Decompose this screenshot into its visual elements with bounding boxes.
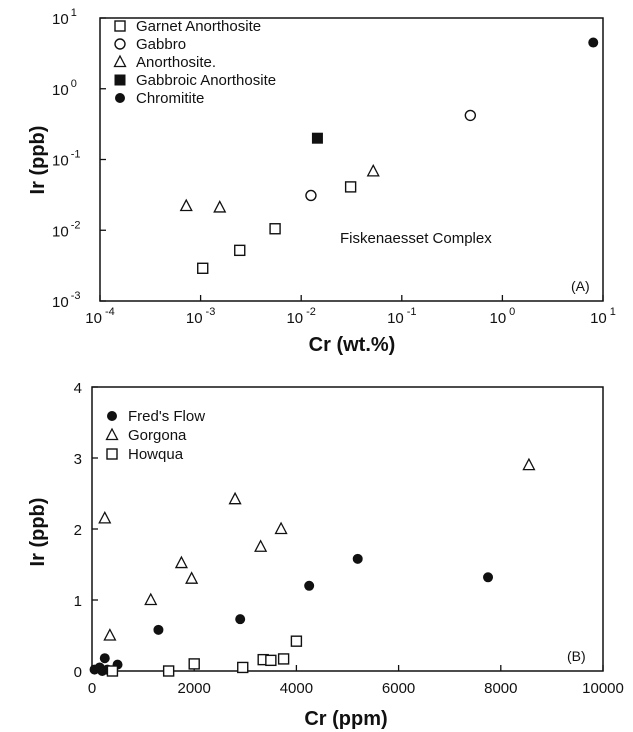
legend-label-garnet-anorthosite: Garnet Anorthosite [136,18,261,35]
point-fred-s-flow [483,572,494,583]
point-anorthosite [213,200,227,213]
point-garnet-anorthosite [234,244,246,257]
panel-a-x-tick-label: 10 1 [590,306,616,327]
point-fred-s-flow [153,624,164,635]
legend-marker-howqua [106,448,118,460]
panel-b-x-axis-title: Cr (ppm) [304,708,387,730]
legend-marker-garnet-anorthosite [114,20,126,32]
panel-a-x-tick-label: 10 -2 [286,306,315,327]
point-anorthosite [179,198,193,212]
panel-a-x-tick-label: 10 -4 [85,306,114,327]
panel-b-x-tick-label: 8000 [484,680,517,697]
legend-marker-anorthosite [113,54,127,68]
panel-a-y-tick-label: 10 1 [52,7,77,28]
point-garnet-anorthosite [197,262,209,274]
panel-b-x-tick-label: 2000 [178,680,211,697]
point-howqua [162,665,175,677]
legend-label-chromitite: Chromitite [136,90,204,107]
point-gorgona [98,510,112,524]
point-howqua [290,635,303,647]
panel-a-iridium-vs-chromium-log: 10 -4 10 -3 10 -2 10 -1 10 0 10 110 -310 -210 -110 010 1… [27,7,616,356]
legend-marker-chromitite [115,93,125,103]
panel-a-ticks: 10 -4 10 -3 10 -2 10 -1 10 0 10 110 -310 -210 -110 010 1 [52,7,616,327]
point-garnet-anorthosite [269,223,281,235]
panel-b-legend: Fred's Flow Gorgona Howqua [105,408,205,463]
point-fred-s-flow [352,553,363,564]
panel-a-y-axis-title: Ir (ppb) [27,126,49,195]
panel-a-y-tick-label: 10 0 [52,78,77,99]
point-gorgona [103,628,117,641]
point-howqua [188,658,200,670]
point-howqua [277,653,290,665]
legend-label-gabbroic-anorthosite: Gabbroic Anorthosite [136,72,276,89]
point-fred-s-flow [304,580,315,591]
panel-b-x-tick-label: 4000 [280,680,313,697]
point-gabbroic-anorthosite [311,132,323,144]
legend-label-gorgona: Gorgona [128,427,187,444]
panel-a-annotation: Fiskenaesset Complex [340,230,492,247]
point-howqua [237,661,249,674]
panel-b-x-tick-label: 6000 [382,680,415,697]
point-chromitite [588,37,599,48]
panel-a-y-tick-label: 10 -1 [52,149,80,170]
point-howqua [106,665,119,677]
point-gorgona [228,491,242,505]
legend-label-fred-s-flow: Fred's Flow [128,408,205,425]
point-garnet-anorthosite [344,181,357,193]
panel-b-y-tick-label: 2 [74,522,82,539]
legend-marker-gorgona [105,427,119,441]
panel-b-y-tick-label: 4 [74,380,82,397]
panel-b-y-axis-title: Ir (ppb) [27,498,49,567]
panel-b-iridium-vs-chromium-linear: 0 2000 4000 6000 8000 10000 0 1 2 3 4 Fred's Flow G… [27,380,624,730]
panel-a-data-points [179,37,599,274]
point-gabbro [464,109,477,122]
panel-a-y-tick-label: 10 -2 [52,219,80,240]
point-fred-s-flow [235,614,246,625]
point-gorgona [144,592,158,606]
point-gabbro [305,189,317,202]
panel-b-y-tick-label: 1 [74,593,82,610]
panel-b-label: (B) [567,648,586,664]
panel-b-y-tick-label: 3 [74,451,82,468]
point-gorgona [174,555,188,569]
legend-label-howqua: Howqua [128,446,184,463]
panel-b-y-tick-label: 0 [74,664,82,681]
panel-a-x-tick-label: 10 -1 [387,306,416,327]
point-gorgona [254,539,268,552]
point-gorgona [274,521,288,535]
legend-marker-gabbroic-anorthosite [114,74,126,86]
panel-a-legend: Garnet AnorthositeGabbroAnorthosite.Gabb… [113,18,276,107]
panel-a-x-tick-label: 10 0 [489,306,515,327]
legend-marker-gabbro [114,38,126,50]
point-gorgona [185,571,199,584]
panel-a-x-tick-label: 10 -3 [186,306,215,327]
point-gorgona [522,457,536,471]
panel-b-x-tick-label: 10000 [582,680,624,697]
panel-a-label: (A) [571,278,590,294]
point-fred-s-flow [99,653,110,664]
legend-marker-fred-s-flow [107,411,117,421]
point-howqua [265,654,277,667]
legend-label-anorthosite: Anorthosite. [136,54,216,71]
panel-a-y-tick-label: 10 -3 [52,290,80,311]
panel-b-x-tick-label: 0 [88,680,96,697]
legend-label-gabbro: Gabbro [136,36,186,53]
panel-a-x-axis-title: Cr (wt.%) [309,334,396,356]
panel-b-data-points [89,457,536,677]
point-anorthosite [366,163,380,177]
